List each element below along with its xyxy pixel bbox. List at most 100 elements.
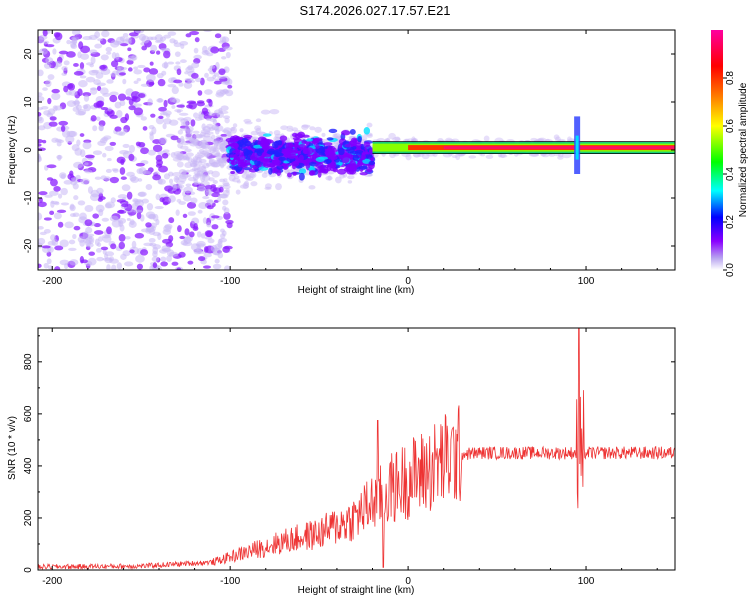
- spectral-blob: [202, 217, 208, 224]
- spectral-blob: [143, 67, 151, 73]
- spectral-blob: [78, 80, 88, 88]
- spectral-blob: [498, 154, 508, 158]
- spectral-blob: [136, 263, 143, 270]
- spectral-blob: [44, 194, 53, 198]
- spectral-blob: [148, 68, 159, 75]
- spectral-blob: [184, 125, 194, 133]
- spectral-blob: [68, 247, 77, 252]
- spectral-blob: [218, 186, 224, 193]
- spectral-blob: [96, 242, 102, 247]
- spectral-blob: [224, 117, 230, 124]
- spectral-blob: [53, 212, 62, 220]
- spectral-blob: [145, 222, 152, 228]
- spectral-blob: [133, 103, 142, 107]
- spectral-blob: [156, 72, 164, 79]
- spectral-blob: [168, 195, 176, 203]
- spectral-blob: [215, 152, 220, 157]
- spectral-blob: [150, 113, 156, 118]
- spectral-blob: [178, 251, 186, 258]
- spectral-blob: [187, 79, 196, 83]
- spectral-blob: [368, 160, 375, 166]
- spectral-blob: [176, 104, 185, 108]
- spectral-blob: [359, 171, 368, 176]
- spectral-blob: [183, 186, 193, 194]
- spectral-blob: [107, 107, 112, 112]
- spectral-blob: [306, 138, 313, 142]
- spectral-blob: [117, 93, 127, 101]
- spectral-blob: [174, 108, 184, 113]
- spike-core: [575, 135, 579, 160]
- spectral-blob: [60, 202, 70, 206]
- spectral-blob: [73, 195, 79, 201]
- spectral-blob: [156, 98, 164, 103]
- spectral-blob: [193, 248, 199, 253]
- spectral-blob: [85, 226, 93, 234]
- spectral-blob: [49, 116, 57, 121]
- spectral-blob: [237, 161, 247, 168]
- spectral-blob: [194, 117, 203, 121]
- spectral-blob: [141, 198, 149, 204]
- spectral-blob: [38, 143, 42, 147]
- spectral-blob: [220, 148, 226, 153]
- spectral-blob: [236, 180, 241, 184]
- spectral-blob: [51, 238, 59, 247]
- spectral-blob: [59, 259, 70, 266]
- spectral-blob: [321, 132, 326, 137]
- spectral-blob: [361, 153, 366, 161]
- spectral-blob: [451, 155, 458, 159]
- spectral-blob: [480, 153, 486, 157]
- spectral-blob: [77, 88, 83, 97]
- spectral-blob: [51, 92, 61, 101]
- spectral-blob: [38, 69, 44, 77]
- spectral-blob: [205, 230, 213, 238]
- spectral-blob: [38, 48, 48, 55]
- spectral-blob: [201, 123, 206, 131]
- spectral-blob: [104, 203, 112, 209]
- spectral-blob: [394, 136, 401, 142]
- spectral-blob: [89, 87, 98, 91]
- spectral-blob: [38, 111, 42, 117]
- colorbar-tick-label: 0.4: [725, 167, 736, 181]
- spectral-blob: [250, 181, 258, 187]
- spectral-blob: [66, 100, 77, 108]
- spectral-blob: [72, 106, 80, 112]
- spectral-blob: [347, 175, 355, 180]
- spectral-blob: [223, 182, 230, 187]
- spectral-blob: [177, 225, 182, 233]
- spectral-blob: [135, 254, 145, 263]
- spectral-blob: [210, 46, 220, 54]
- y-tick-label: 400: [23, 457, 34, 474]
- spectral-blob: [159, 111, 168, 116]
- spectral-blob: [152, 262, 158, 269]
- spectral-blob: [73, 161, 84, 169]
- spectral-blob: [38, 37, 45, 44]
- spectral-blob: [84, 204, 94, 213]
- spectral-blob: [160, 256, 167, 262]
- spectral-blob: [122, 78, 127, 85]
- spectral-blob: [46, 164, 57, 169]
- spectral-blob: [455, 153, 461, 161]
- spectral-blob: [38, 263, 42, 269]
- spectral-blob: [220, 105, 229, 111]
- spectral-blob: [100, 246, 109, 251]
- spectral-blob: [164, 185, 173, 192]
- spectral-blob: [122, 143, 130, 149]
- spectral-blob: [233, 175, 240, 179]
- spectral-blob: [110, 243, 117, 250]
- x-tick-label: -200: [42, 276, 62, 287]
- spectral-blob: [228, 154, 238, 158]
- spectral-blob: [133, 66, 139, 70]
- spectral-blob: [318, 156, 329, 160]
- spectral-blob: [76, 139, 81, 147]
- spectral-blob: [151, 126, 157, 135]
- spectral-blob: [112, 168, 119, 173]
- spectral-blob: [308, 185, 316, 190]
- spectral-blob: [421, 152, 430, 160]
- spectral-blob: [130, 91, 141, 99]
- spectral-blob: [158, 106, 167, 112]
- spectral-blob: [340, 130, 351, 136]
- spectral-blob: [88, 251, 96, 256]
- spectral-blob: [57, 193, 63, 199]
- spectral-blob: [138, 142, 146, 148]
- spectral-blob: [187, 156, 193, 163]
